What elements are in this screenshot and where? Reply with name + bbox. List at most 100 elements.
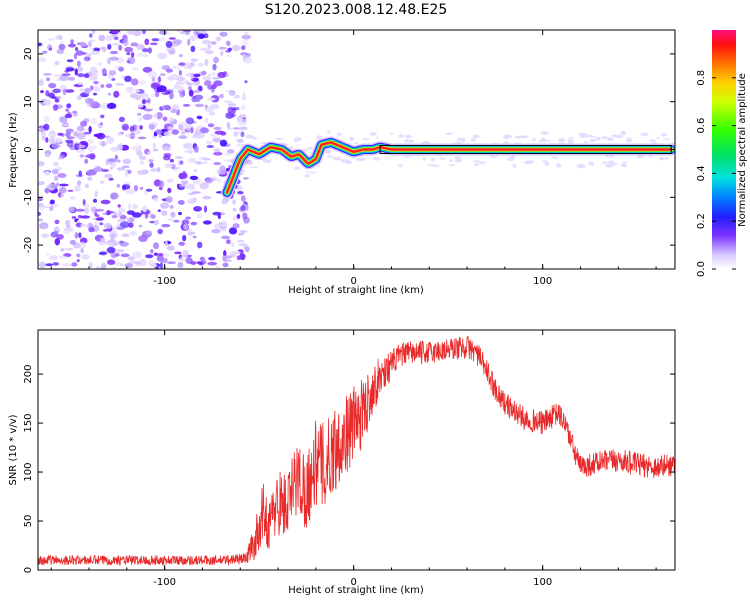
- noise-blob: [125, 169, 128, 178]
- noise-blob: [80, 215, 91, 219]
- noise-blob: [107, 158, 118, 163]
- noise-blob: [242, 212, 248, 220]
- x-tick-label: -100: [153, 577, 176, 588]
- noise-blob: [146, 230, 152, 235]
- noise-blob: [151, 38, 160, 42]
- noise-blob: [138, 155, 147, 160]
- noise-blob: [170, 211, 176, 218]
- noise-blob: [218, 46, 227, 50]
- noise-blob: [663, 138, 671, 141]
- noise-blob: [76, 132, 86, 140]
- noise-blob: [133, 129, 142, 135]
- noise-blob: [131, 78, 139, 86]
- noise-blob: [88, 40, 92, 48]
- noise-blob: [175, 81, 185, 85]
- noise-blob: [220, 221, 226, 227]
- noise-blob: [601, 161, 608, 164]
- noise-blob: [93, 221, 99, 225]
- noise-blob: [143, 190, 149, 196]
- noise-blob: [171, 129, 180, 135]
- noise-blob: [660, 132, 667, 137]
- noise-blob: [98, 34, 106, 42]
- noise-blob: [54, 61, 60, 66]
- noise-blob: [162, 116, 168, 122]
- y-tick-label: -20: [23, 237, 34, 253]
- noise-blob: [160, 202, 170, 209]
- noise-blob: [62, 88, 67, 96]
- noise-blob: [180, 93, 184, 98]
- noise-blob: [49, 199, 55, 205]
- noise-blob: [212, 137, 221, 143]
- noise-blob: [123, 182, 131, 185]
- snr-series-line: [38, 335, 675, 567]
- noise-blob: [121, 165, 130, 169]
- noise-blob: [71, 110, 78, 114]
- noise-blob: [74, 185, 81, 192]
- noise-blob: [100, 84, 105, 88]
- noise-blob: [236, 138, 244, 144]
- noise-blob: [207, 123, 215, 128]
- noise-blob: [147, 151, 151, 155]
- noise-blob: [232, 199, 236, 205]
- noise-blob: [389, 132, 394, 135]
- noise-blob: [103, 229, 108, 232]
- noise-blob: [327, 130, 331, 134]
- noise-blob: [576, 164, 586, 169]
- noise-blob: [84, 97, 94, 105]
- noise-blob: [226, 54, 232, 58]
- noise-blob: [139, 160, 144, 166]
- noise-blob: [61, 263, 72, 267]
- noise-blob: [213, 148, 221, 153]
- noise-blob: [38, 128, 46, 132]
- noise-blob: [139, 186, 144, 190]
- noise-blob: [103, 222, 112, 229]
- noise-blob: [116, 218, 126, 223]
- noise-blob: [77, 144, 86, 148]
- noise-blob: [110, 233, 116, 241]
- noise-blob: [345, 160, 353, 165]
- noise-blob: [309, 171, 317, 174]
- noise-blob: [83, 56, 91, 62]
- noise-blob: [69, 195, 76, 200]
- noise-blob: [172, 39, 183, 45]
- noise-blob: [188, 89, 194, 97]
- x-tick-label: 100: [533, 276, 552, 287]
- noise-blob: [219, 131, 227, 136]
- noise-blob: [57, 173, 67, 178]
- noise-blob: [150, 168, 158, 172]
- noise-blob: [90, 50, 100, 56]
- noise-blob: [95, 265, 100, 269]
- noise-blob: [213, 126, 222, 131]
- noise-blob: [129, 231, 137, 236]
- noise-blob: [120, 263, 124, 267]
- noise-blob: [182, 104, 191, 107]
- noise-blob: [126, 60, 131, 64]
- noise-blob: [532, 138, 536, 142]
- noise-blob: [148, 71, 158, 78]
- noise-blob: [78, 232, 82, 239]
- noise-blob: [68, 206, 75, 213]
- noise-blob: [124, 46, 133, 53]
- noise-blob: [202, 161, 209, 164]
- noise-blob: [524, 161, 533, 164]
- noise-blob: [134, 261, 141, 265]
- noise-blob: [66, 224, 71, 228]
- noise-blob: [120, 253, 130, 258]
- noise-blob: [215, 36, 222, 42]
- noise-blob: [142, 113, 153, 121]
- noise-blob: [99, 222, 104, 226]
- noise-blob: [583, 141, 589, 144]
- noise-blob: [112, 43, 121, 46]
- noise-blob: [231, 45, 241, 51]
- noise-blob: [64, 113, 73, 119]
- noise-blob: [567, 139, 574, 144]
- noise-blob: [205, 140, 213, 145]
- snr-y-label: SNR (10 * v/v): [8, 414, 19, 485]
- noise-blob: [57, 132, 64, 136]
- noise-blob: [222, 262, 229, 268]
- noise-blob: [158, 37, 166, 42]
- noise-blob: [129, 125, 135, 132]
- noise-blob: [236, 239, 245, 243]
- noise-blob: [216, 178, 222, 184]
